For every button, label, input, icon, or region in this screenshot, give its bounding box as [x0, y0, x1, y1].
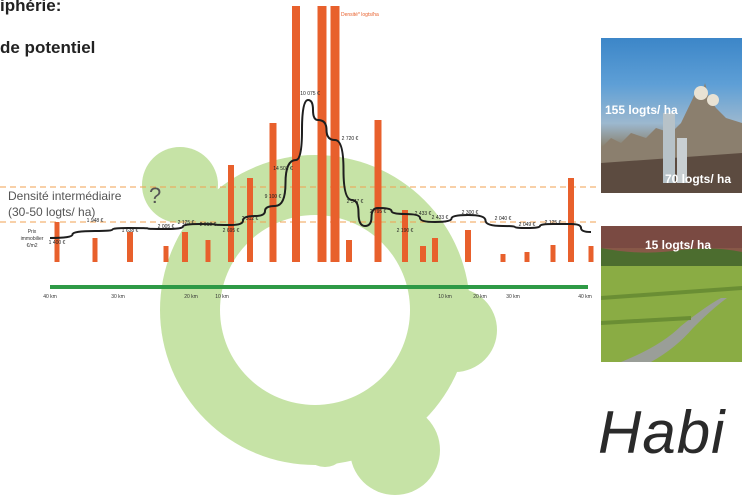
density-label: Densité intermédiaire: [8, 189, 122, 203]
bar: [205, 240, 211, 262]
ring-bubble-bottom: [303, 423, 347, 467]
price-label: 2 795 €: [370, 209, 387, 215]
price-density-chart: 1 400 €1 948 €1 638 €2 005 €2 125 €2 010…: [0, 6, 600, 300]
city-density-label-mid: 70 logts/ ha: [665, 172, 732, 186]
price-label: 2 190 €: [397, 228, 414, 234]
price-label: 1 400 €: [49, 240, 66, 246]
bar: [163, 246, 169, 262]
axis-tick-label: 10 km: [438, 294, 452, 300]
y-axis-label-1: Prix: [28, 229, 37, 235]
y-axis-label-2: immobilier: [21, 236, 44, 242]
y-axis-label-3: €/m2: [26, 243, 37, 249]
price-label: 2 433 €: [415, 211, 432, 217]
axis-tick-label: 20 km: [473, 294, 487, 300]
axis-ticks-group: 40 km 30 km 20 km 10 km 10 km 20 km 30 km 40 km: [43, 294, 592, 300]
heading-line-2: de potentiel: [0, 38, 96, 57]
price-label: 2 005 €: [158, 224, 175, 230]
price-label: 2 695 €: [223, 228, 240, 234]
price-label: 2 312 €: [242, 216, 259, 222]
price-label: 2 049 €: [519, 222, 536, 228]
ring-bubble-left: [142, 147, 218, 223]
countryside-road-graphic: [601, 226, 742, 362]
city-density-label: 155 logts/ ha: [605, 103, 678, 117]
bar: [346, 240, 352, 262]
bar: [374, 120, 382, 262]
chart-legend: Densité* logts/ha: [341, 12, 379, 18]
density-range: (30-50 logts/ ha): [8, 205, 96, 219]
axis-tick-label: 40 km: [43, 294, 57, 300]
bar: [588, 246, 594, 262]
price-curve: [49, 98, 592, 239]
axis-tick-label: 20 km: [184, 294, 198, 300]
bar: [432, 238, 438, 262]
bar: [182, 232, 188, 262]
bar: [317, 6, 327, 262]
footer-title: Habi: [598, 399, 726, 466]
bar: [330, 6, 340, 262]
bar: [568, 178, 574, 262]
price-label: 9 100 €: [265, 194, 282, 200]
price-label: 2 433 €: [432, 215, 449, 221]
bar: [402, 210, 408, 262]
axis-tick-label: 10 km: [215, 294, 229, 300]
bar: [500, 254, 506, 262]
city-photo: 155 logts/ ha 70 logts/ ha: [601, 38, 742, 193]
bar: [54, 222, 60, 262]
price-label: 1 948 €: [87, 218, 104, 224]
price-label: 2 040 €: [495, 216, 512, 222]
bar: [550, 245, 556, 262]
bar: [524, 252, 530, 262]
price-label: 2 720 €: [342, 136, 359, 142]
density-question-mark: ?: [149, 183, 162, 208]
bar: [269, 123, 277, 262]
price-label: 1 638 €: [122, 228, 139, 234]
bar: [127, 232, 133, 262]
price-label: 14 501 €: [273, 166, 293, 172]
price-label: 2 125 €: [545, 220, 562, 226]
bar: [92, 238, 98, 262]
countryside-density-label: 15 logts/ ha: [645, 238, 712, 252]
ring-bubble-bottom-right: [350, 405, 440, 495]
price-labels-group: 1 400 €1 948 €1 638 €2 005 €2 125 €2 010…: [49, 91, 562, 246]
ring-bubble-right: [413, 288, 497, 372]
bar: [465, 230, 471, 262]
bar: [228, 165, 234, 262]
bar: [420, 246, 426, 262]
price-label: 10 075 €: [300, 91, 320, 97]
bars-group: [54, 6, 594, 262]
price-label: 2 125 €: [178, 220, 195, 226]
price-label: 2 300 €: [462, 210, 479, 216]
bar: [292, 6, 300, 262]
price-label: 2 010 €: [200, 222, 217, 228]
city-skyline-graphic: [601, 83, 742, 193]
price-label: 2 347 €: [347, 199, 364, 205]
axis-tick-label: 30 km: [111, 294, 125, 300]
axis-tick-label: 40 km: [578, 294, 592, 300]
bar: [247, 178, 253, 262]
axis-tick-label: 30 km: [506, 294, 520, 300]
heading-line-1: iphérie:: [0, 0, 62, 15]
ring-inner: [220, 215, 410, 405]
countryside-photo: 15 logts/ ha: [601, 226, 742, 362]
